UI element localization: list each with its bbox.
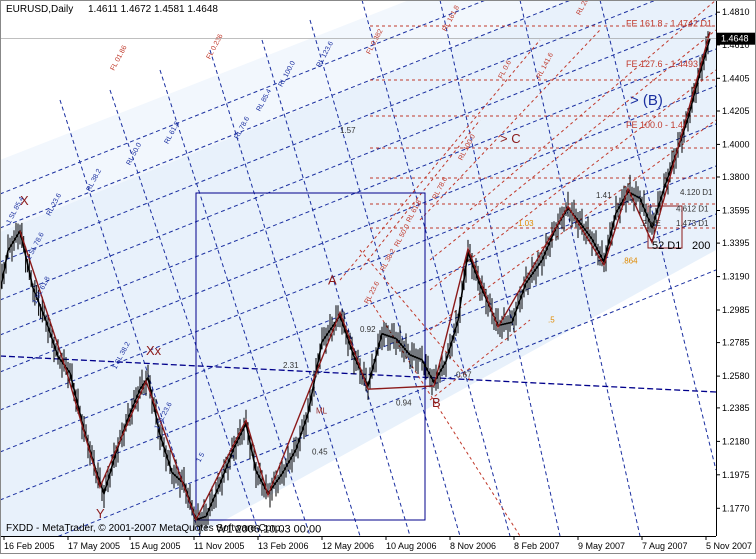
y-tick-label: 1.4405 xyxy=(722,73,750,83)
y-tick-label: 1.1975 xyxy=(722,470,750,480)
chart-annotation: 0.94 xyxy=(396,399,412,408)
y-tick-label: 1.2985 xyxy=(722,305,750,315)
wave-label: X xyxy=(20,193,29,208)
x-tick-label: 11 Nov 2005 xyxy=(194,541,244,551)
chart-annotation: W1 2006.10.03 00:00 xyxy=(216,524,321,536)
fibo-expansion-label: FE 127.6 - 1.4493 xyxy=(626,59,698,69)
wave-label: A xyxy=(328,273,337,288)
pitchfork-level-label: 1 5 xyxy=(196,452,207,464)
chart-annotation: 1.03 xyxy=(518,219,534,228)
chart-annotation: 4.120 D1 xyxy=(680,188,713,197)
current-price-label: 1.4648 xyxy=(721,34,749,44)
wave-label: > (B) xyxy=(630,92,663,109)
x-tick-label: 12 May 2006 xyxy=(322,541,374,551)
chart-symbol-label: EURUSD,Daily xyxy=(6,4,73,15)
x-tick-label: 7 Aug 2007 xyxy=(642,541,688,551)
chart-annotation: ML xyxy=(316,407,328,416)
chart-annotation: .2 ME xyxy=(640,219,661,228)
x-tick-label: 8 Nov 2006 xyxy=(450,541,496,551)
pitchfork-level-label: FL 01.86 xyxy=(110,44,129,72)
chart-annotation: 52 D1 xyxy=(652,240,681,252)
y-tick-label: 1.3595 xyxy=(722,206,750,216)
chart-annotation: 1.473 D1 xyxy=(676,219,709,228)
zigzag-line xyxy=(19,31,711,522)
y-tick-label: 1.3395 xyxy=(722,238,750,248)
chart-annotation: 4.612 D1 xyxy=(676,204,709,213)
x-tick-label: 5 Nov 2007 xyxy=(706,541,752,551)
chart-annotation: 0.92 xyxy=(360,325,376,334)
y-tick-label: 1.2785 xyxy=(722,338,750,348)
wave-label: B xyxy=(432,395,441,410)
time-window-box xyxy=(195,192,426,521)
pitchfork-channel-fill xyxy=(0,0,716,536)
y-tick-label: 1.3800 xyxy=(722,172,750,182)
x-tick-label: 17 May 2005 xyxy=(68,541,120,551)
pitchfork-level-label: FL 0.236 xyxy=(206,33,225,61)
chart-annotation: 2.31 xyxy=(283,361,299,370)
y-tick-label: 1.1770 xyxy=(722,503,750,513)
median-line-horizontal xyxy=(0,355,716,393)
current-price-marker: 1.4648 xyxy=(717,32,755,45)
wave-label: Y xyxy=(96,506,105,521)
chart-annotation: .864 xyxy=(622,257,638,266)
fibo-expansion-label: FE 100.0 - 1.4 xyxy=(626,120,683,130)
pitchfork-reaction-lines xyxy=(59,0,716,536)
fibo-expansion-label: FE 161.8 - 1.4742 D1 xyxy=(626,18,712,28)
x-tick-label: 10 Aug 2006 xyxy=(386,541,437,551)
wave-label: Xx xyxy=(146,343,162,358)
chart-annotation: .5 xyxy=(548,315,555,324)
x-tick-label: 9 May 2007 xyxy=(578,541,625,551)
fibo-expansion-lines xyxy=(339,0,716,536)
copyright-text: FXDD - MetaTrader, © 2001-2007 MetaQuote… xyxy=(6,523,283,534)
chart-annotation: 1.57 xyxy=(340,126,356,135)
y-tick-label: 1.4205 xyxy=(722,106,750,116)
chart-annotation: 0.45 xyxy=(312,447,328,456)
chart-ohlc-label: 1.4611 1.4672 1.4581 1.4648 xyxy=(88,4,218,15)
x-tick-label: 8 Feb 2007 xyxy=(514,541,560,551)
x-tick-label: 13 Feb 2006 xyxy=(258,541,309,551)
y-tick-label: 1.4810 xyxy=(722,7,750,17)
chart-annotation: 200 xyxy=(692,240,710,252)
y-tick-label: 1.2385 xyxy=(722,403,750,413)
chart-annotation: 1.41 xyxy=(596,191,612,200)
y-tick-label: 1.2180 xyxy=(722,436,750,446)
y-tick-label: 1.2580 xyxy=(722,371,750,381)
x-tick-label: 16 Feb 2005 xyxy=(4,541,55,551)
y-tick-label: 1.4000 xyxy=(722,139,750,149)
chart-annotation: 0.67 xyxy=(456,371,472,380)
x-tick-label: 15 Aug 2005 xyxy=(130,541,181,551)
y-tick-label: 1.3190 xyxy=(722,272,750,282)
wave-label: > C xyxy=(500,131,521,146)
y-tick-label: 1.4610 xyxy=(722,40,750,50)
